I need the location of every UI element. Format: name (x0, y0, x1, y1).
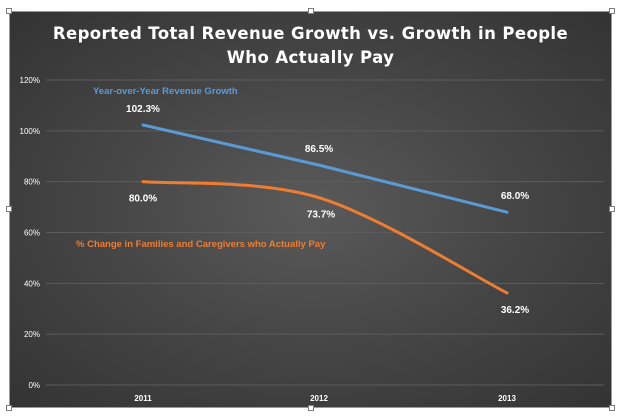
resize-handle-bottom-right[interactable] (609, 405, 615, 411)
x-tick-label: 2013 (498, 394, 516, 403)
data-label: 68.0% (501, 191, 529, 202)
resize-handle-middle-left[interactable] (6, 206, 12, 212)
resize-handle-top-left[interactable] (6, 8, 12, 14)
line-chart-plot: 0% 20% 40% 60% 80% 100% 120% 2011 2012 2013 102.3%… (20, 76, 604, 403)
chart-title-line-1: Reported Total Revenue Growth vs. Growth… (52, 24, 569, 43)
data-label: 36.2% (501, 305, 529, 316)
data-label: 80.0% (129, 194, 157, 205)
y-tick-label: 20% (24, 330, 40, 339)
series-label-paying-people-growth: % Change in Families and Caregivers who … (76, 239, 326, 250)
y-tick-label: 100% (20, 127, 40, 136)
revenue-growth-line (141, 123, 509, 214)
y-tick-label: 0% (28, 381, 40, 390)
y-tick-label: 60% (24, 229, 40, 238)
x-tick-label: 2012 (310, 394, 328, 403)
paying-people-growth-line (141, 180, 509, 295)
data-label: 73.7% (307, 210, 335, 221)
y-tick-label: 40% (24, 279, 40, 288)
y-tick-label: 80% (24, 178, 40, 187)
resize-handle-top-right[interactable] (609, 8, 615, 14)
x-tick-label: 2011 (134, 394, 152, 403)
resize-handle-bottom-left[interactable] (6, 405, 12, 411)
resize-handle-top-center[interactable] (308, 8, 314, 14)
y-tick-label: 120% (20, 76, 40, 85)
resize-handle-middle-right[interactable] (609, 206, 615, 212)
chart-title-line-2: Who Actually Pay (226, 48, 395, 67)
resize-handle-bottom-center[interactable] (308, 405, 314, 411)
series-label-revenue-growth: Year-over-Year Revenue Growth (93, 86, 238, 97)
chart-area[interactable]: Reported Total Revenue Growth vs. Growth… (9, 11, 612, 408)
data-label: 102.3% (126, 104, 160, 115)
data-label: 86.5% (305, 144, 333, 155)
